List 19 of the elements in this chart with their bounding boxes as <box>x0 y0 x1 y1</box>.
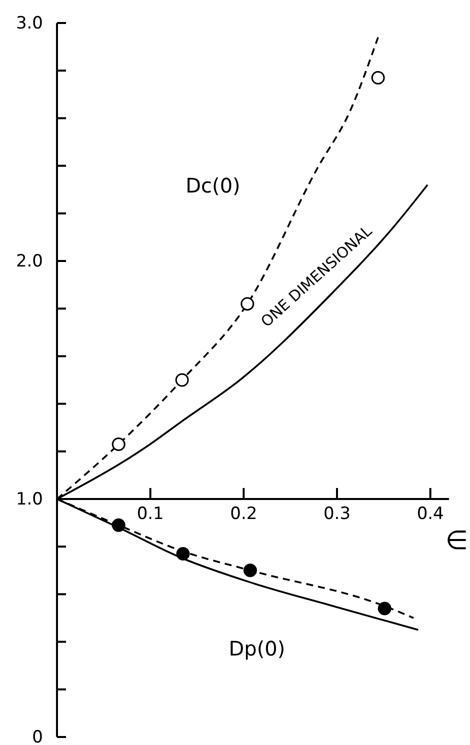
y-tick-label: 3.0 <box>16 13 43 34</box>
x-axis-title: ∈ <box>445 526 468 556</box>
point <box>176 546 190 560</box>
x-tick-label: 0.3 <box>323 504 351 524</box>
y-tick-label: 0 <box>32 727 43 745</box>
y-tick-label: 1.0 <box>16 489 43 510</box>
point <box>112 518 126 532</box>
x-tick-label: 0.1 <box>136 504 164 524</box>
point <box>240 297 254 311</box>
x-tick-label: 0.4 <box>416 504 444 524</box>
point <box>371 70 385 84</box>
y-tick-label: 2.0 <box>16 251 43 272</box>
point <box>243 564 257 578</box>
annotation: Dp(0) <box>228 636 286 660</box>
annotation: Dc(0) <box>186 173 240 198</box>
point <box>112 438 126 452</box>
point <box>175 373 189 387</box>
point <box>378 602 392 616</box>
x-tick-label: 0.2 <box>230 504 258 524</box>
